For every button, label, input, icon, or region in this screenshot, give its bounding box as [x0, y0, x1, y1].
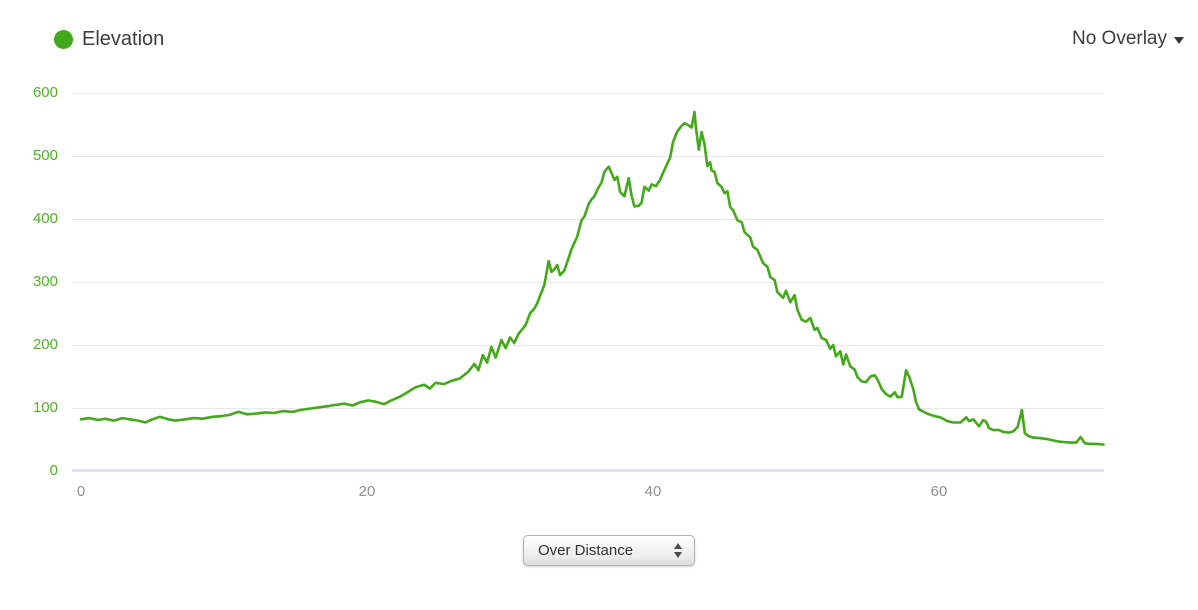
legend-label: Elevation	[82, 28, 165, 50]
x-tick-label: 40	[644, 483, 662, 500]
gridline	[72, 282, 1104, 283]
gridline	[72, 219, 1104, 220]
overlay-dropdown-label: No Overlay	[1071, 28, 1167, 49]
gridline	[72, 345, 1104, 346]
gridline	[72, 156, 1104, 157]
x-tick-label: 60	[930, 483, 948, 500]
y-tick-label: 500	[32, 147, 58, 164]
chart-mode-select[interactable]: Over Distance	[523, 535, 695, 566]
y-tick-label: 0	[49, 462, 58, 479]
x-axis-line	[72, 469, 1104, 472]
chevron-down-icon	[1174, 37, 1184, 44]
y-tick-label: 400	[32, 210, 58, 227]
y-tick-label: 100	[32, 399, 58, 416]
elevation-series-dot-icon	[54, 30, 73, 49]
legend-elevation-toggle[interactable]: Elevation	[54, 28, 164, 51]
overlay-dropdown[interactable]: No Overlay	[1072, 28, 1184, 50]
x-tick-label: 0	[76, 483, 86, 500]
gridline	[72, 93, 1104, 94]
x-tick-label: 20	[358, 483, 376, 500]
y-tick-label: 300	[32, 273, 58, 290]
select-spinner-icon	[674, 543, 682, 558]
gridline	[72, 408, 1104, 409]
chart-mode-select-value: Over Distance	[538, 542, 634, 559]
y-tick-label: 600	[32, 84, 58, 101]
elevation-line	[79, 110, 1105, 446]
y-tick-label: 200	[32, 336, 58, 353]
